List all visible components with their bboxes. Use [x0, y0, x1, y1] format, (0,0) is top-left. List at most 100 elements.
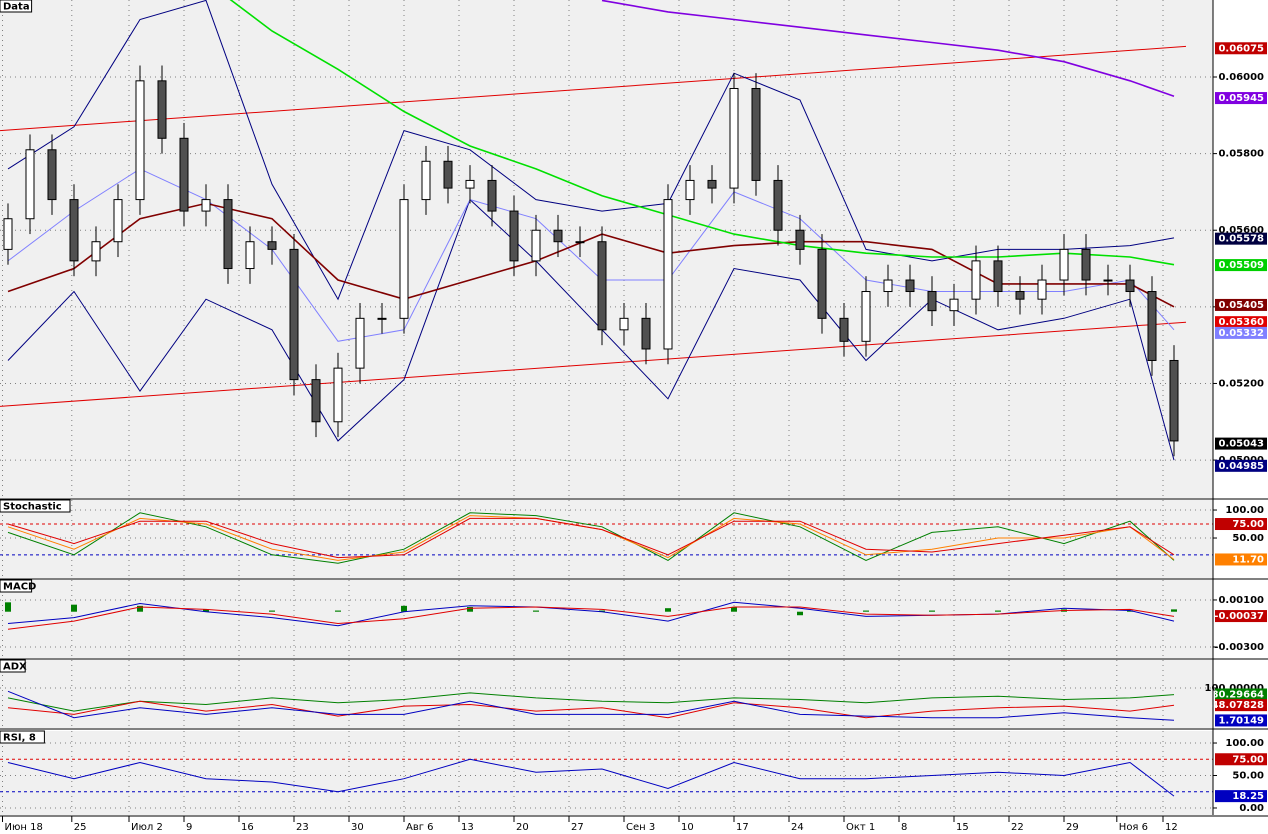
histogram-bar [70, 604, 77, 612]
price-label-box [1215, 518, 1267, 531]
x-tick-label: 20 [516, 822, 529, 833]
candle-body [267, 241, 277, 250]
candle-body [1037, 279, 1047, 300]
candle-body [707, 179, 717, 189]
y-tick-label: 100.00 [1225, 505, 1264, 516]
candle-body [113, 199, 123, 243]
x-tick-label: 12 [1165, 822, 1178, 833]
indicator-line [7, 690, 1175, 721]
y-tick-label: 50.00 [1232, 533, 1264, 544]
candle-body [839, 317, 849, 342]
x-tick-label: 29 [1066, 822, 1079, 833]
price-label-box [1215, 688, 1267, 701]
y-tick-label: 0.00100 [1218, 595, 1264, 606]
candle-body [509, 210, 519, 262]
indicator-line [7, 606, 1175, 630]
price-label-box [1215, 553, 1267, 566]
histogram-bar [268, 610, 275, 612]
price-label: 0.05405 [1218, 300, 1264, 311]
candle-body [751, 87, 761, 181]
candle-body [135, 80, 145, 201]
candle-body [3, 218, 13, 250]
candle-body [1169, 359, 1179, 442]
x-tick-label: 27 [571, 822, 584, 833]
plot-area [0, 0, 1213, 498]
panel-title: ADX [3, 662, 27, 673]
panel-background [0, 660, 1213, 728]
x-tick-label: Сен 3 [626, 822, 655, 833]
candle-body [355, 317, 365, 369]
candle-body [333, 367, 343, 423]
candle-body [597, 241, 607, 331]
candle-body [1103, 279, 1113, 282]
price-label: 0.05043 [1218, 439, 1264, 450]
indicator-line [601, 0, 1175, 97]
trend-line [0, 321, 1187, 407]
candle-body [1125, 279, 1135, 293]
histogram-bar [599, 610, 606, 612]
candle-body [949, 298, 959, 312]
price-label: 0.05578 [1218, 234, 1264, 245]
candle-body [729, 87, 739, 189]
y-tick-label: -0.00300 [1214, 642, 1264, 653]
candle-body [553, 229, 563, 243]
x-tick-label: Ноя 6 [1119, 822, 1148, 833]
candle-body [179, 137, 189, 212]
price-label: 48.07828 [1211, 700, 1264, 711]
price-label: 0.06075 [1218, 43, 1264, 54]
x-tick-label: 10 [681, 822, 694, 833]
candle-body [575, 241, 585, 244]
price-label: 75.00 [1232, 519, 1264, 530]
x-tick-label: Окт 1 [846, 822, 875, 833]
candle-body [223, 199, 233, 270]
histogram-bar [4, 602, 11, 612]
indicator-line [7, 517, 1175, 559]
candle-body [883, 279, 893, 293]
histogram-bar [1171, 609, 1178, 612]
x-tick-label: 8 [901, 822, 907, 833]
histogram-bar [400, 605, 407, 612]
y-tick-label: 0.05200 [1218, 378, 1264, 389]
candle-body [377, 317, 387, 320]
candle-body [993, 260, 1003, 293]
candle-body [25, 149, 35, 220]
plot-area [0, 731, 1213, 815]
histogram-bar [995, 610, 1002, 612]
candle-body [465, 179, 475, 189]
plot-area [0, 500, 1213, 578]
x-tick-label: Июл 2 [131, 822, 163, 833]
candle-body [971, 260, 981, 300]
histogram-bar [533, 610, 540, 612]
candle-body [311, 379, 321, 423]
histogram-bar [136, 605, 143, 612]
histogram-bar [334, 610, 341, 612]
price-label: 1.70149 [1218, 715, 1264, 726]
indicator-line [7, 512, 1175, 564]
y-tick-label: 100.00000 [1205, 683, 1265, 694]
plot-area [0, 660, 1213, 728]
candle-body [421, 160, 431, 201]
price-label: 0.05945 [1218, 93, 1264, 104]
x-tick-label: 22 [1011, 822, 1024, 833]
candle-body [157, 80, 167, 139]
price-label: 11.70 [1232, 554, 1264, 565]
candle-body [1081, 248, 1091, 281]
histogram-bar [202, 609, 209, 612]
plot-area [0, 580, 1213, 658]
candle-body [817, 248, 827, 319]
panel-title: Stochastic [3, 502, 62, 513]
candle-body [289, 248, 299, 381]
y-tick-label: 0.06000 [1218, 72, 1264, 83]
price-label: 80.29664 [1211, 689, 1264, 700]
x-tick-label: Авг 6 [406, 822, 434, 833]
histogram-bar [467, 607, 474, 612]
price-label-box [1215, 259, 1267, 272]
price-label-box [1215, 714, 1267, 727]
candle-body [201, 199, 211, 212]
candle-body [443, 160, 453, 189]
panel-background [0, 500, 1213, 578]
x-tick-label: 17 [736, 822, 749, 833]
candle-body [619, 317, 629, 331]
